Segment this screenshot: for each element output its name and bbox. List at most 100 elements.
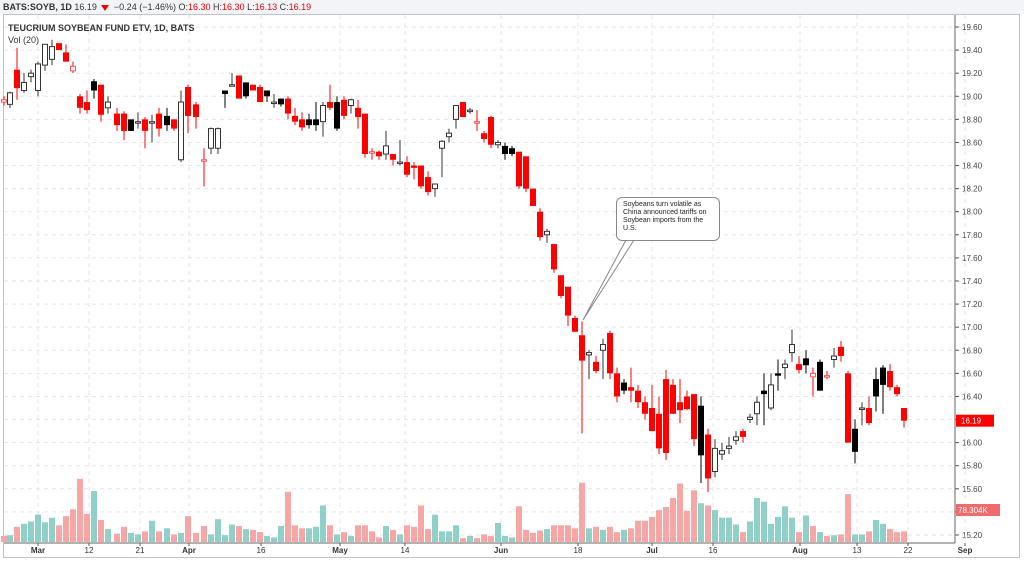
volume-bar [796,532,802,542]
y-axis-label: 17.20 [962,300,983,309]
candle-body [215,128,221,149]
volume-bar [121,526,127,542]
candle-body [355,107,361,118]
volume-bar [193,532,199,542]
volume-bar [803,515,809,542]
y-axis-label: 19.00 [962,92,983,101]
candle-body [369,151,375,154]
high-label: H: [213,2,223,12]
candle-body [558,275,564,296]
y-axis-label: 17.60 [962,254,983,263]
candle-body [761,390,767,395]
volume-bar [425,529,431,542]
volume-bar [70,509,76,542]
open-value: 16.30 [188,2,211,12]
candle-body [677,402,683,411]
volume-bar [390,529,396,542]
volume-bar [537,530,543,542]
x-axis-label: Sep [958,546,973,555]
volume-bar [572,528,578,542]
candle-body [614,373,620,397]
candle-body [747,416,753,421]
candle-body [607,332,613,374]
volume-bar [670,497,676,542]
chart-legend: TEUCRIUM SOYBEAN FUND ETV, 1D, BATS Vol … [8,22,195,46]
candle-body [838,346,844,357]
candle-body [292,115,298,122]
volume-bar [28,521,34,542]
volume-bar [411,526,417,542]
volume-bar [509,537,515,542]
candle-body [21,81,27,91]
candle-body [656,413,662,449]
candle-body [831,355,837,360]
volume-bar [320,505,326,542]
candle-body [873,379,879,397]
candle-body [698,405,704,456]
volume-bar [164,528,170,542]
high-value: 16.30 [222,2,245,12]
volume-bar [726,517,732,542]
candle-body [149,121,155,124]
volume-bar [677,483,683,542]
volume-bar [271,537,277,542]
price-change: −0.24 (−1.46%) [113,2,176,12]
volume-bar [831,535,837,542]
volume-bar [453,525,459,542]
volume-bar [63,516,69,542]
volume-bar [292,525,298,542]
last-price-badge [956,414,994,427]
volume-bar [600,529,606,542]
candle-body [418,165,424,187]
candle-body [42,43,48,66]
volume-bar [901,531,907,542]
candle-body [84,102,90,111]
volume-indicator-label[interactable]: Vol (20) [8,35,40,45]
volume-bar [84,513,90,542]
volume-bar [789,517,795,542]
candle-body [754,401,760,415]
candle-body [880,367,886,385]
y-axis-label: 17.00 [962,323,983,332]
volume-bar [355,525,361,542]
candle-body [551,244,557,270]
candle-body [663,379,669,454]
candle-body [98,84,104,115]
candle-body [866,407,872,423]
candle-body [796,364,802,370]
candle-body [824,375,830,378]
volume-bar [754,497,760,542]
volume-bar [824,535,830,542]
volume-bar [663,507,669,542]
candle-body [635,390,641,403]
volume-bar [397,534,403,542]
volume-bar [313,526,319,542]
volume-bar [523,529,529,542]
volume-bar [719,517,725,542]
x-axis-label: Aug [792,546,808,555]
x-axis-label: 16 [257,546,266,555]
x-axis-label: 16 [709,546,718,555]
x-axis-label: Apr [182,546,196,555]
volume-bar [642,520,648,542]
chart-frame [3,14,1020,558]
volume-bar [135,534,141,542]
candle-body [128,119,134,131]
volume-bar [56,525,62,542]
candle-body [495,141,501,146]
candle-body [171,119,177,129]
volume-bar [544,529,550,542]
annotation-callout[interactable]: Soybeans turn volatile as China announce… [616,197,720,241]
candle-body [271,101,277,105]
volume-bar [887,529,893,542]
volume-bar [149,520,155,542]
x-axis-label: Jun [494,546,508,555]
candle-body [383,145,389,155]
candle-body [285,98,291,114]
x-axis-label: 21 [136,546,145,555]
volume-bar [894,532,900,542]
volume-bar [761,501,767,542]
candle-body [768,384,774,409]
volume-bar [810,526,816,542]
